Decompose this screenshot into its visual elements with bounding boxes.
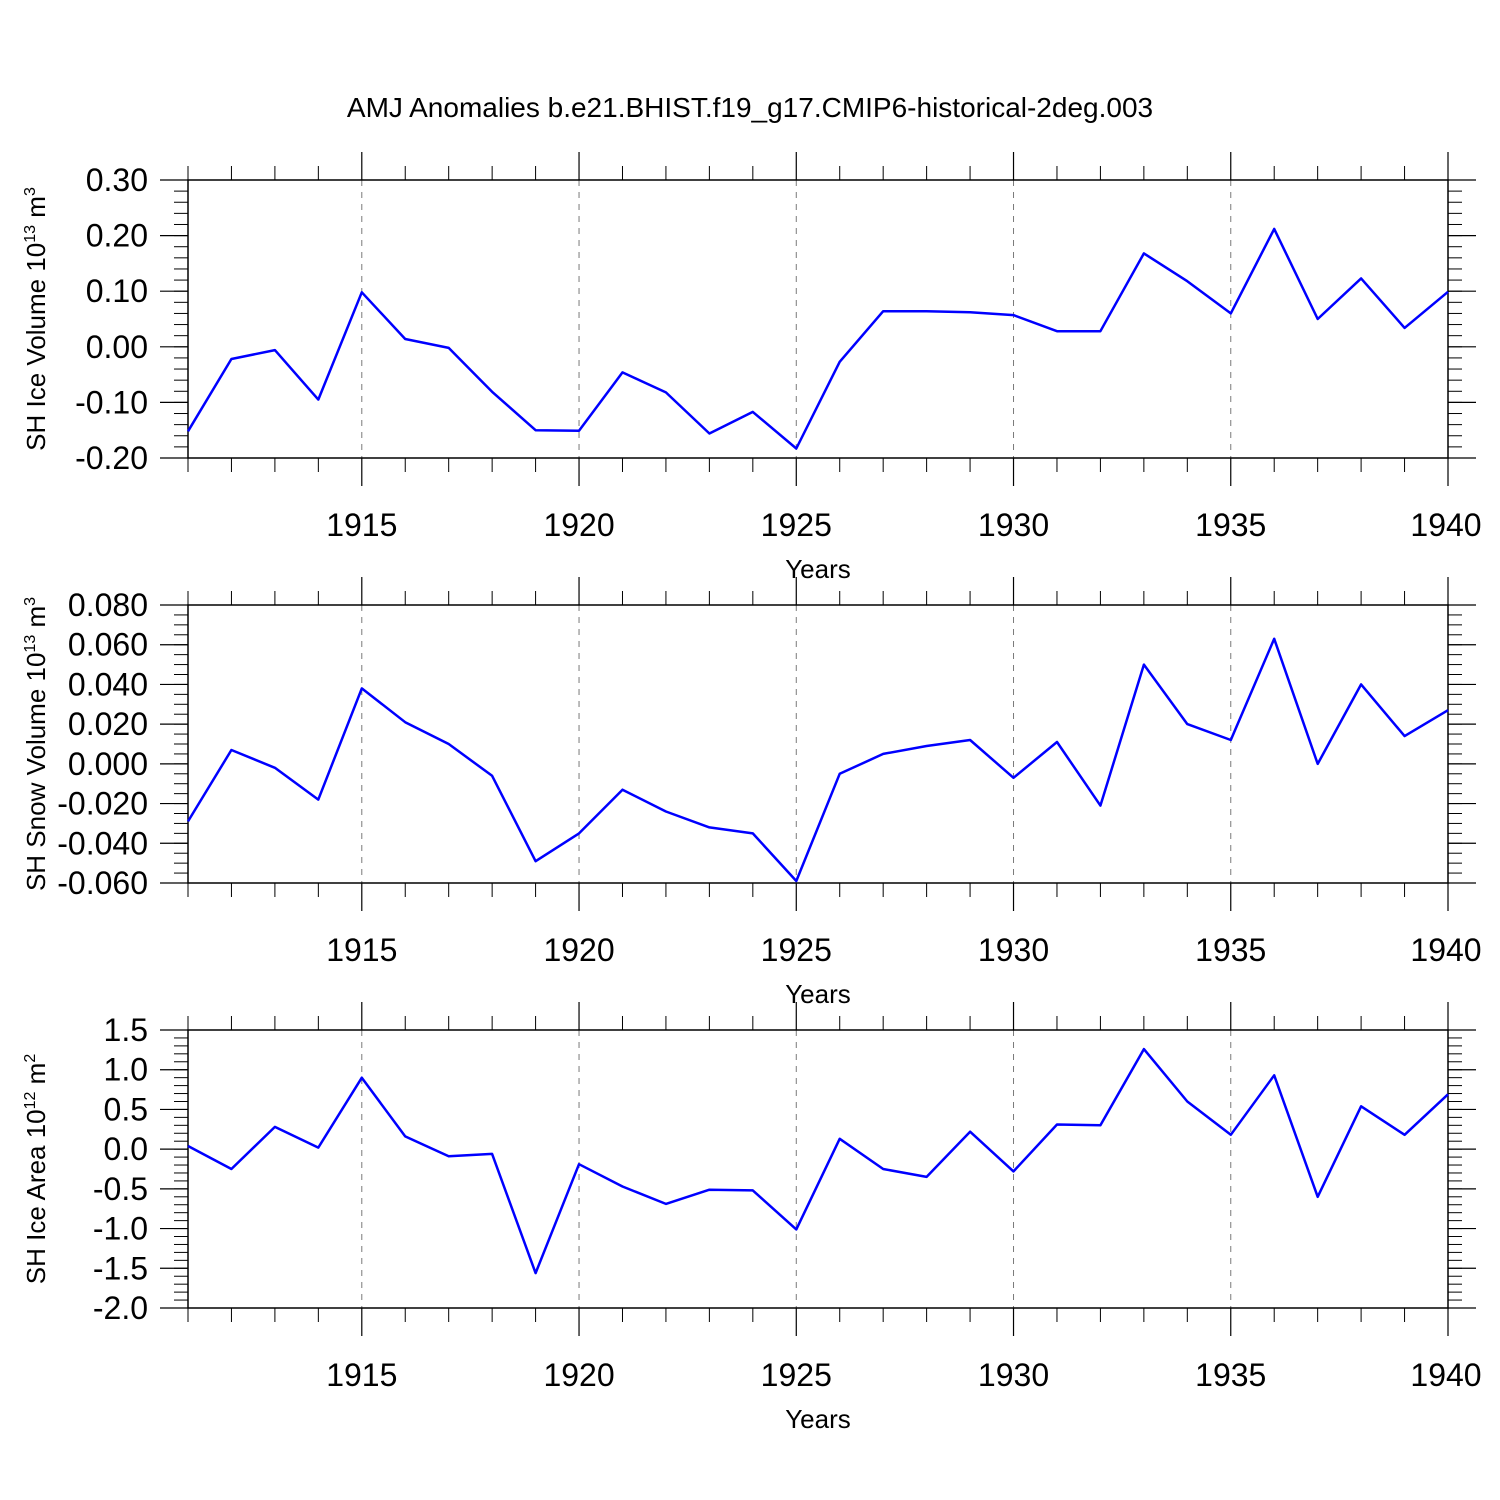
x-axis-label: Years xyxy=(785,979,851,1009)
y-tick-label: 0.020 xyxy=(68,706,148,742)
y-tick-label: 1.0 xyxy=(104,1052,148,1088)
y-tick-label: 0.040 xyxy=(68,666,148,702)
series-line xyxy=(186,637,1449,883)
x-tick-label: 1925 xyxy=(761,507,832,543)
y-tick-label: -0.060 xyxy=(57,865,148,901)
x-tick-label: 1915 xyxy=(326,932,397,968)
x-tick-label: 1930 xyxy=(978,507,1049,543)
y-tick-label: 0.060 xyxy=(68,627,148,663)
y-tick-label: 0.00 xyxy=(86,329,148,365)
x-tick-label: 1915 xyxy=(326,1357,397,1393)
panel-3: -2.0 -1.5-1.0 -0.5 0.0 0.51.0 1.5 1915 1920 1925… xyxy=(21,1002,1482,1434)
y-axis-label: SH Snow Volume 1013 m3 xyxy=(21,597,51,891)
y-tick-label: 0.080 xyxy=(68,587,148,623)
y-axis-label: SH Ice Area 1012 m2 xyxy=(21,1054,51,1285)
x-tick-label: 1930 xyxy=(978,932,1049,968)
y-tick-label: -0.040 xyxy=(57,825,148,861)
y-tick-label: -1.5 xyxy=(93,1250,148,1286)
x-axis-label: Years xyxy=(785,554,851,584)
y-tick-label: 0.0 xyxy=(104,1131,148,1167)
x-tick-label: 1940 xyxy=(1410,507,1481,543)
y-tick-label: -0.5 xyxy=(93,1171,148,1207)
panel-1: -0.20 -0.10 0.00 0.10 0.20 0.30 1915 1920 1925 19… xyxy=(21,152,1482,584)
x-tick-label: 1940 xyxy=(1410,1357,1481,1393)
x-tick-label: 1935 xyxy=(1195,1357,1266,1393)
y-tick-label: -0.20 xyxy=(75,440,148,476)
y-tick-label: 0.20 xyxy=(86,218,148,254)
y-tick-label: -2.0 xyxy=(93,1290,148,1326)
x-tick-label: 1935 xyxy=(1195,932,1266,968)
y-tick-label: 1.5 xyxy=(104,1012,148,1048)
x-tick-label: 1930 xyxy=(978,1357,1049,1393)
x-tick-label: 1925 xyxy=(761,932,832,968)
plot-frame xyxy=(187,1029,1449,1309)
x-tick-label: 1920 xyxy=(543,1357,614,1393)
y-tick-label: 0.30 xyxy=(86,162,148,198)
x-axis-label: Years xyxy=(785,1404,851,1434)
chart-title: AMJ Anomalies b.e21.BHIST.f19_g17.CMIP6-… xyxy=(347,92,1153,123)
y-tick-label: 0.10 xyxy=(86,273,148,309)
y-axis-label: SH Ice Volume 1013 m3 xyxy=(21,187,51,451)
series-line xyxy=(187,1047,1449,1275)
y-tick-label: 0.000 xyxy=(68,746,148,782)
x-tick-label: 1925 xyxy=(761,1357,832,1393)
y-tick-label: -0.10 xyxy=(75,384,148,420)
plot-frame xyxy=(187,604,1449,884)
y-tick-label: -1.0 xyxy=(93,1211,148,1247)
x-tick-label: 1920 xyxy=(543,932,614,968)
series-line xyxy=(186,227,1449,450)
x-tick-label: 1935 xyxy=(1195,507,1266,543)
x-tick-label: 1940 xyxy=(1410,932,1481,968)
plot-frame xyxy=(187,179,1449,459)
y-tick-label: -0.020 xyxy=(57,786,148,822)
x-tick-label: 1915 xyxy=(326,507,397,543)
y-tick-label: 0.5 xyxy=(104,1091,148,1127)
x-tick-label: 1920 xyxy=(543,507,614,543)
